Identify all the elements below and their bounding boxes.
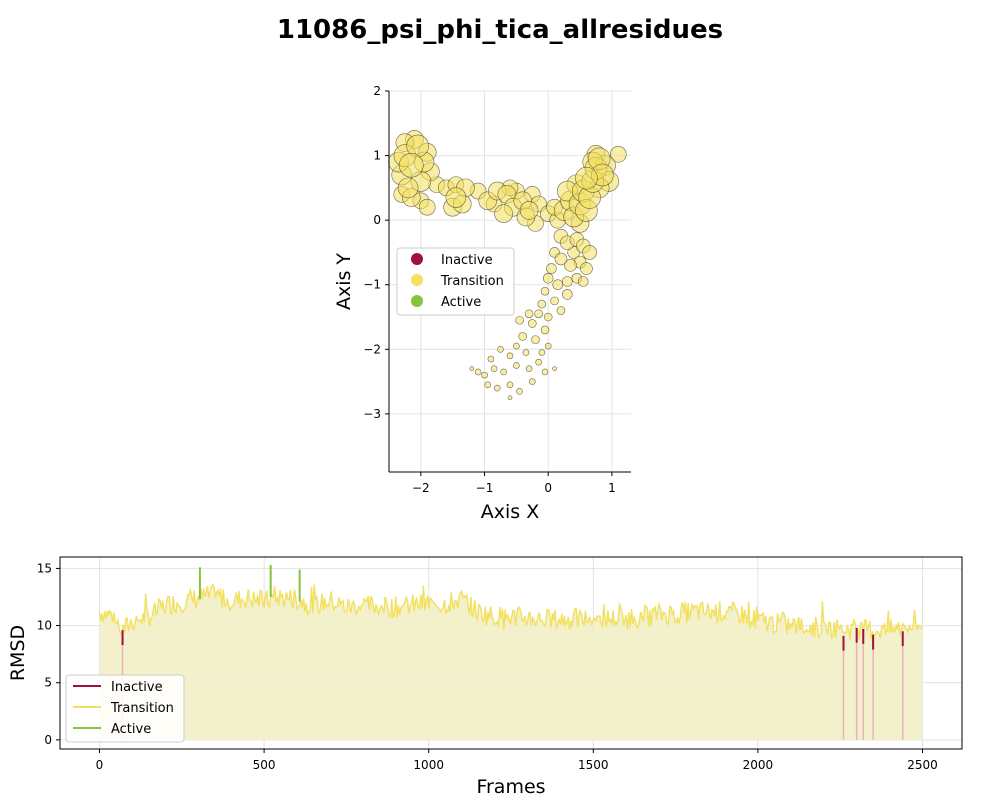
scatter-point: [484, 381, 492, 389]
scatter-point: [516, 387, 523, 395]
scatter-y-tick-label: 2: [373, 84, 381, 98]
scatter-point: [494, 204, 513, 223]
rmsd-legend-box: [65, 674, 185, 743]
scatter-point: [546, 263, 557, 274]
scatter-y-tick-label: −1: [363, 278, 381, 292]
scatter-legend-marker: [411, 295, 423, 307]
rmsd-transition-line: [98, 583, 924, 640]
scatter-point: [513, 342, 520, 350]
scatter-point: [518, 332, 528, 341]
scatter-point: [580, 262, 593, 275]
scatter-point: [562, 276, 573, 287]
rmsd-y-tick-label: 10: [37, 619, 52, 633]
scatter-point: [524, 309, 534, 319]
scatter-point: [550, 296, 559, 306]
scatter-point: [398, 152, 424, 178]
scatter-point: [582, 245, 597, 260]
rmsd-y-tick-label: 15: [37, 561, 52, 575]
rmsd-legend-label: Transition: [110, 701, 174, 716]
scatter-y-tick-label: 1: [373, 149, 381, 163]
rmsd-y-tick-label: 5: [44, 676, 52, 690]
rmsd-x-tick-label: 2500: [907, 758, 938, 772]
rmsd-legend-label: Inactive: [111, 680, 163, 695]
rmsd-x-tick-label: 0: [96, 758, 104, 772]
scatter-point: [515, 315, 524, 325]
scatter-point: [522, 349, 530, 356]
scatter-point: [535, 358, 542, 366]
scatter-point: [493, 384, 501, 392]
rmsd-x-axis-label: Frames: [476, 776, 545, 798]
scatter-x-axis-label: Axis X: [481, 501, 539, 523]
scatter-point: [609, 145, 627, 163]
scatter-point: [562, 289, 573, 300]
scatter-point: [507, 395, 513, 401]
scatter-point: [544, 342, 552, 350]
rmsd-x-tick-label: 1000: [413, 758, 444, 772]
rmsd-area-fill: [99, 584, 923, 740]
scatter-point: [497, 346, 504, 353]
scatter-point: [556, 306, 566, 315]
scatter-point: [445, 187, 467, 208]
scatter-point: [513, 362, 520, 369]
rmsd-x-tick-label: 2000: [743, 758, 774, 772]
scatter-point: [537, 299, 547, 309]
scatter-point: [575, 166, 598, 190]
scatter-point: [528, 378, 536, 385]
rmsd-y-axis-label: RMSD: [7, 625, 29, 681]
figure-title: 11086_psi_phi_tica_allresidues: [277, 15, 723, 45]
rmsd-y-tick-label: 0: [44, 733, 52, 747]
scatter-x-tick-label: 0: [544, 481, 552, 495]
scatter-point: [474, 368, 482, 376]
rmsd-panel: 0 500 1000 1500 2000 2500 0 5 10 15 Frames RMSD Inac…: [7, 556, 963, 798]
scatter-legend: Inactive Transition Active: [396, 247, 515, 316]
scatter-x-tick-label: −2: [412, 481, 430, 495]
scatter-point: [552, 279, 564, 291]
scatter-legend-label: Active: [441, 295, 481, 310]
rmsd-x-tick-label: 500: [253, 758, 276, 772]
scatter-point: [554, 252, 568, 266]
scatter-legend-label: Inactive: [441, 253, 493, 268]
scatter-point: [540, 286, 550, 296]
scatter-point: [525, 365, 533, 372]
scatter-point: [567, 246, 580, 259]
scatter-point: [481, 371, 488, 379]
scatter-x-tick-label: 1: [608, 481, 616, 495]
scatter-y-tick-label: 0: [373, 213, 381, 227]
rmsd-legend: Inactive Transition Active: [65, 674, 185, 743]
scatter-point: [397, 177, 419, 199]
scatter-point: [552, 366, 557, 371]
rmsd-x-tick-label: 1500: [578, 758, 609, 772]
scatter-legend-box: [396, 247, 515, 316]
scatter-point: [500, 368, 507, 376]
scatter-point: [506, 381, 514, 389]
scatter-point: [519, 201, 539, 220]
scatter-point: [490, 365, 498, 372]
scatter-point: [543, 312, 553, 322]
scatter-point: [564, 259, 577, 272]
scatter-point: [538, 349, 546, 356]
scatter-point: [487, 355, 495, 363]
scatter-point: [542, 272, 554, 284]
scatter-y-axis-label: Axis Y: [333, 253, 355, 310]
scatter-point: [527, 319, 537, 328]
scatter-point: [540, 325, 550, 335]
scatter-point: [577, 276, 589, 287]
scatter-legend-marker: [411, 253, 423, 265]
rmsd-axes-frame: [59, 556, 963, 750]
scatter-y-tick-label: −2: [363, 342, 381, 356]
scatter-point: [418, 198, 436, 216]
scatter-y-tick-label: −3: [363, 407, 381, 421]
scatter-x-tick-label: −1: [476, 481, 494, 495]
scatter-point: [534, 309, 543, 319]
scatter-panel: −2 −1 0 1 2 1 0 −1 −2 −3 Axis X Axis Y Inactive Trans…: [333, 84, 631, 523]
scatter-legend-marker: [411, 274, 423, 286]
scatter-legend-label: Transition: [440, 274, 504, 289]
scatter-point: [531, 335, 540, 344]
scatter-point: [541, 368, 549, 376]
scatter-point: [506, 352, 514, 360]
scatter-point: [469, 366, 475, 371]
rmsd-legend-label: Active: [111, 722, 151, 737]
